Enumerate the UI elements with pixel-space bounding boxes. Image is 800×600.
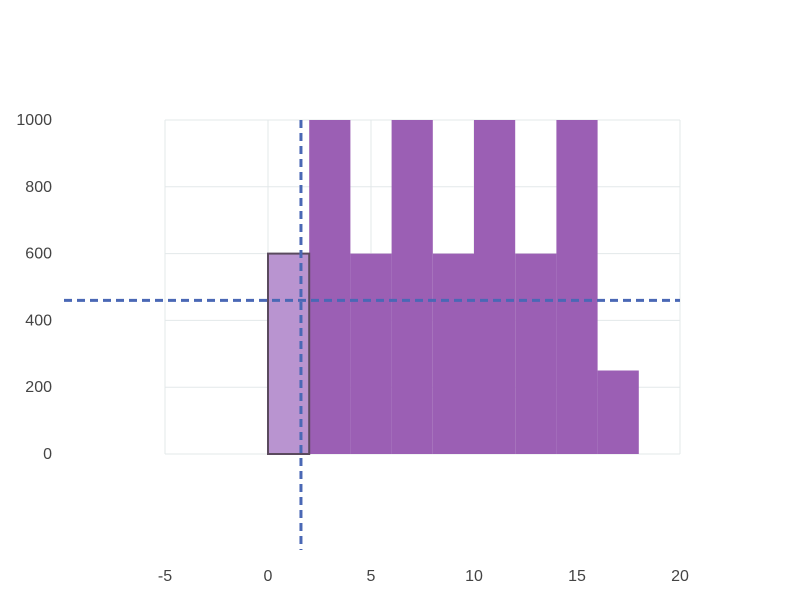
y-tick-label: 400 bbox=[25, 312, 52, 329]
crosshair bbox=[64, 120, 680, 550]
bars bbox=[267, 120, 639, 455]
bar[interactable] bbox=[556, 120, 598, 454]
x-tick-label: 5 bbox=[367, 568, 376, 585]
y-tick-label: 600 bbox=[25, 246, 52, 263]
bar[interactable] bbox=[391, 120, 433, 454]
x-axis-ticks: -5 0 5 10 15 20 bbox=[158, 568, 689, 585]
y-tick-label: 0 bbox=[43, 446, 52, 463]
bar-highlighted[interactable] bbox=[267, 252, 311, 455]
bar[interactable] bbox=[350, 253, 392, 454]
bar[interactable] bbox=[309, 120, 351, 454]
bar[interactable] bbox=[432, 253, 474, 454]
x-tick-label: 20 bbox=[671, 568, 689, 585]
bar[interactable] bbox=[515, 253, 557, 454]
y-tick-label: 1000 bbox=[16, 112, 52, 129]
y-axis-ticks: 0 200 400 600 800 1000 bbox=[16, 112, 52, 463]
x-tick-label: 0 bbox=[264, 568, 273, 585]
y-tick-label: 200 bbox=[25, 379, 52, 396]
x-tick-label: 10 bbox=[465, 568, 483, 585]
bar[interactable] bbox=[474, 120, 516, 454]
y-tick-label: 800 bbox=[25, 179, 52, 196]
x-tick-label: -5 bbox=[158, 568, 172, 585]
x-tick-label: 15 bbox=[568, 568, 586, 585]
bar[interactable] bbox=[597, 370, 639, 455]
